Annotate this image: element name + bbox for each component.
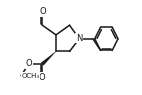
Text: O: O bbox=[26, 59, 32, 68]
Text: O: O bbox=[39, 7, 46, 16]
Text: N: N bbox=[76, 34, 82, 43]
Polygon shape bbox=[41, 51, 56, 65]
Text: OCH₃: OCH₃ bbox=[22, 73, 40, 79]
Text: O: O bbox=[39, 73, 45, 82]
